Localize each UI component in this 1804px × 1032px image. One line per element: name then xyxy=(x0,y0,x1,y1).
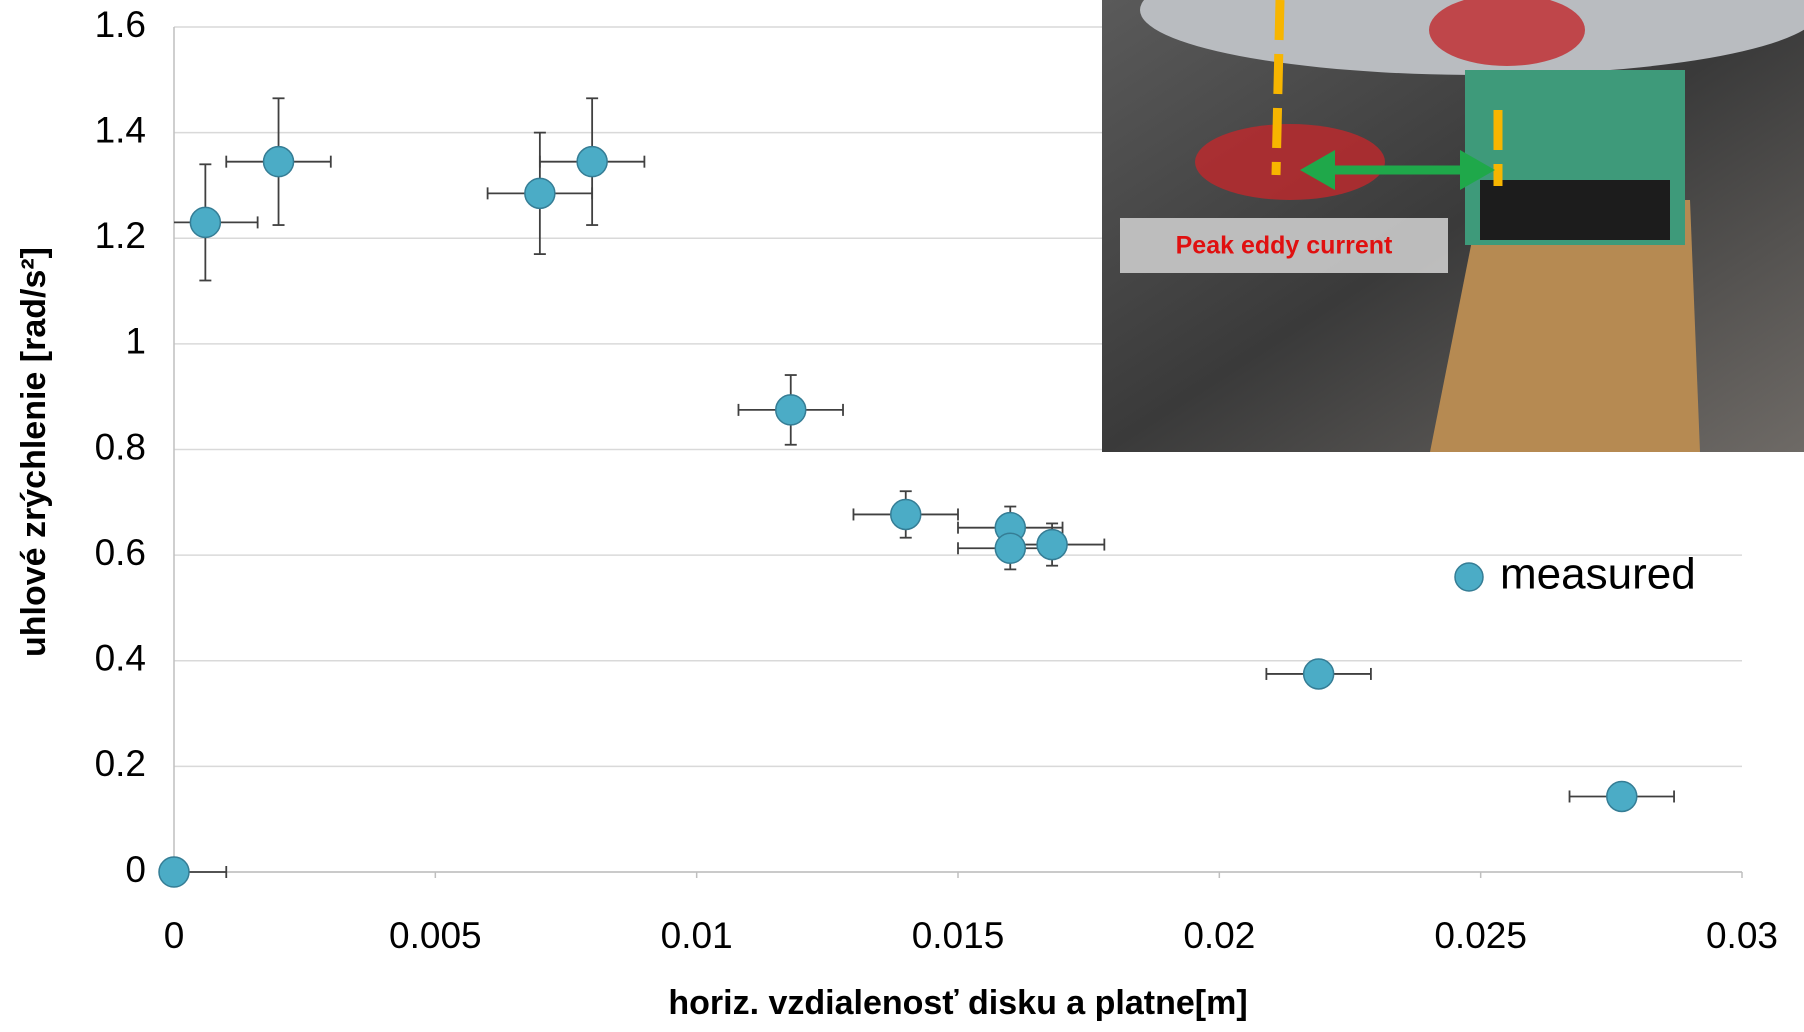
y-tick-label: 1.6 xyxy=(95,4,146,45)
x-tick-label: 0.025 xyxy=(1434,915,1527,956)
point xyxy=(262,145,295,178)
point xyxy=(994,532,1027,565)
y-tick-label: 1.2 xyxy=(95,215,146,256)
y-axis-title: uhlové zrýchlenie [rad/s²] xyxy=(15,247,53,657)
y-tick-label: 0.8 xyxy=(95,426,146,467)
legend-label: measured xyxy=(1500,550,1696,599)
point xyxy=(576,145,608,178)
point xyxy=(1606,780,1638,813)
x-tick-label: 0 xyxy=(164,915,185,956)
point xyxy=(774,394,807,426)
arrow-head xyxy=(1460,150,1495,190)
y-tick-label: 0.4 xyxy=(95,638,146,679)
x-axis-title: horiz. vzdialenosť disku a platne[m] xyxy=(668,984,1247,1022)
x-tick-label: 0.01 xyxy=(661,915,733,956)
dashed-line xyxy=(1271,0,1285,176)
y-tick-label: 0 xyxy=(125,849,146,890)
y-tick-label: 0.6 xyxy=(95,532,146,573)
arrow-head xyxy=(1300,150,1335,190)
point xyxy=(889,498,922,531)
legend-marker xyxy=(1454,562,1484,592)
annotation-box xyxy=(1120,218,1448,273)
point xyxy=(158,856,190,888)
y-tick-label: 0.2 xyxy=(95,743,146,784)
x-tick-label: 0.03 xyxy=(1706,915,1778,956)
red-spot xyxy=(1429,0,1585,66)
inset-photo: Peak eddy current xyxy=(1102,0,1804,452)
point xyxy=(1302,658,1335,690)
coil xyxy=(1430,200,1700,452)
point xyxy=(1036,528,1068,561)
x-tick-label: 0.02 xyxy=(1183,915,1255,956)
x-tick-label: 0.015 xyxy=(912,915,1005,956)
core-top xyxy=(1480,180,1670,240)
x-tick-label: 0.005 xyxy=(389,915,482,956)
y-tick-label: 1 xyxy=(125,321,146,362)
point xyxy=(189,206,222,239)
annotation: Peak eddy current xyxy=(1176,232,1393,260)
y-tick-label: 1.4 xyxy=(95,109,146,150)
point xyxy=(524,177,556,210)
red-spot xyxy=(1195,124,1385,200)
